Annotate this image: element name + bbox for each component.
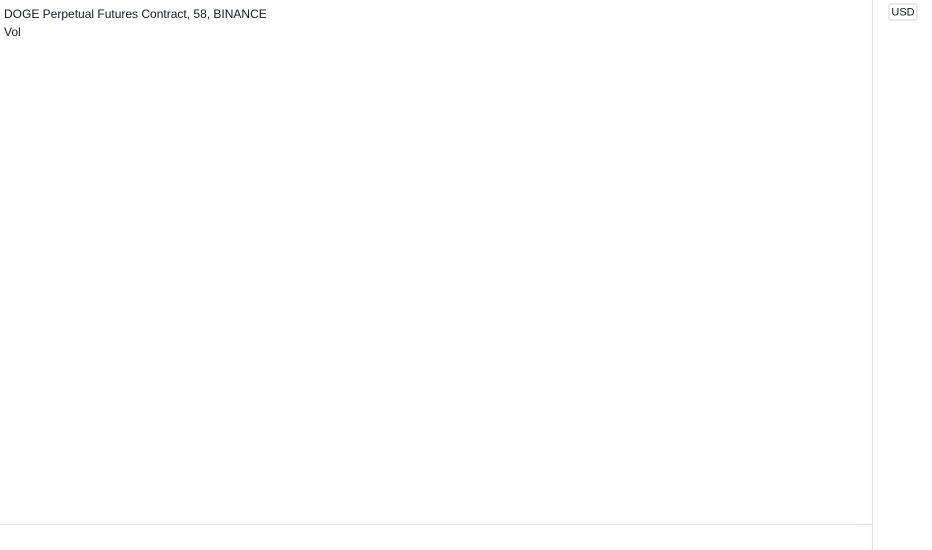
chart-title: DOGE Perpetual Futures Contract, 58, BIN… xyxy=(4,7,267,21)
volume-label: Vol xyxy=(4,25,21,39)
currency-box xyxy=(888,3,918,21)
currency: USD xyxy=(891,6,914,18)
